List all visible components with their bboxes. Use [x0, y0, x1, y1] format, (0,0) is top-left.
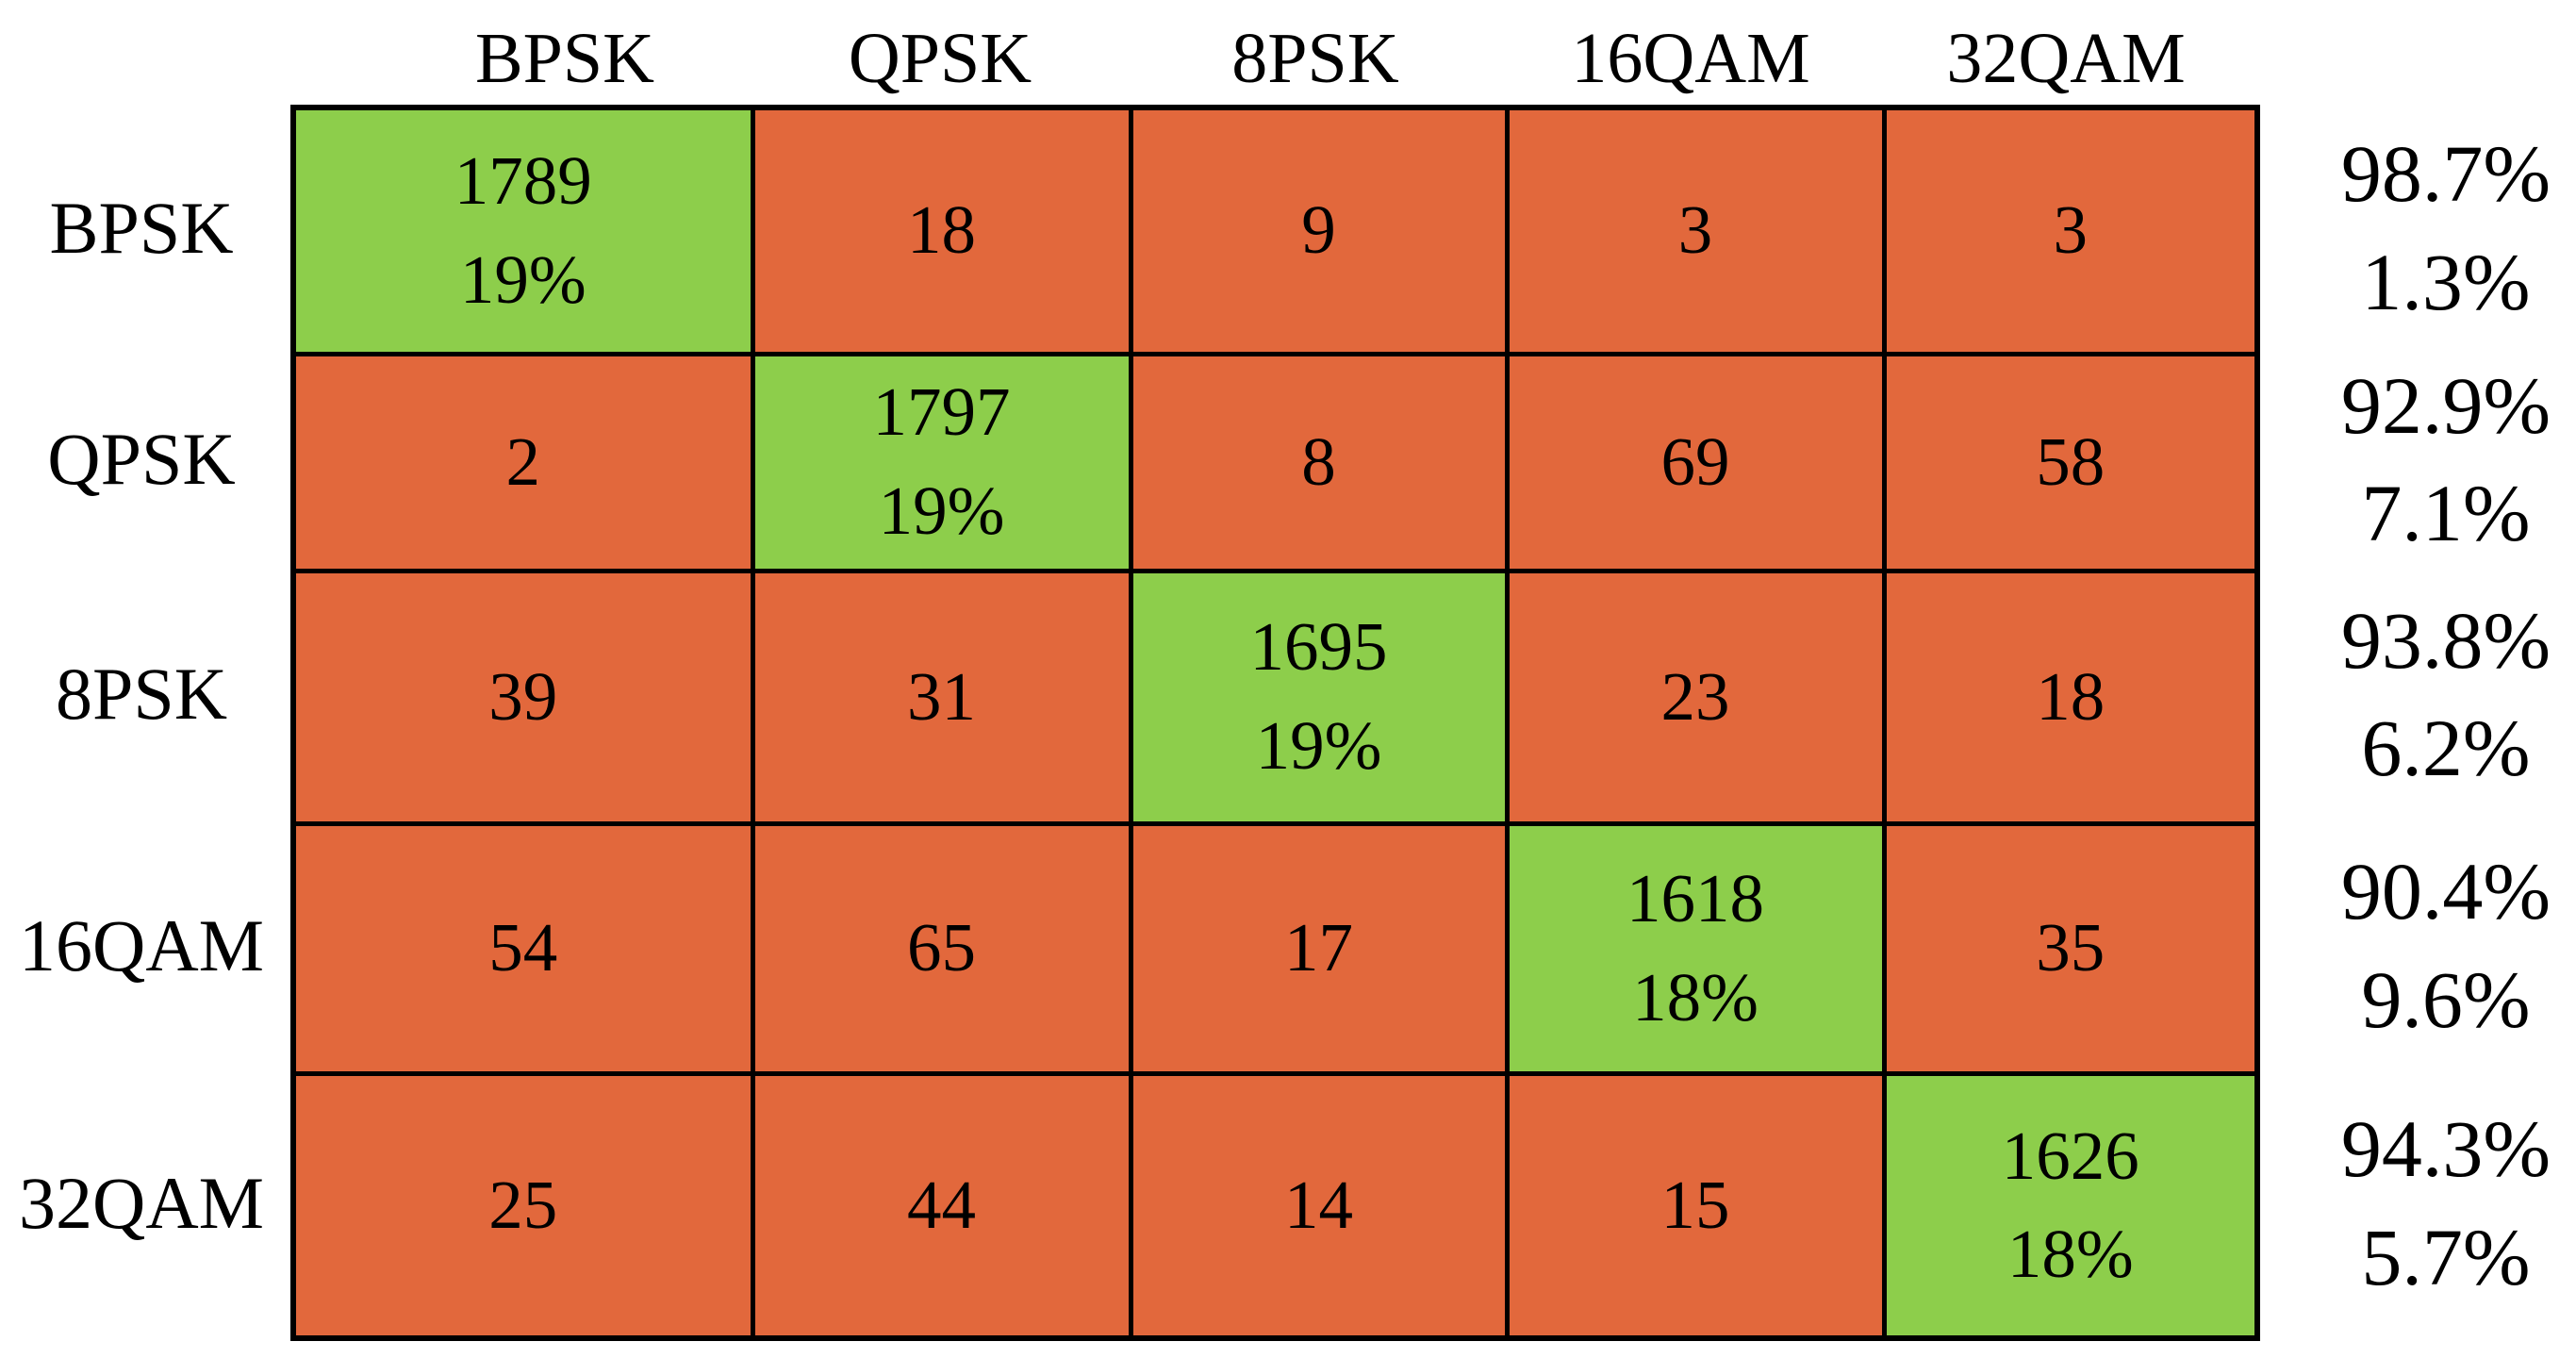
cell-count: 1626 — [2001, 1117, 2139, 1194]
error-percent: 9.6% — [2361, 953, 2531, 1045]
col-header-bpsk: BPSK — [474, 19, 655, 98]
cell-32qam-qpsk: 44 — [750, 1070, 1133, 1341]
error-percent: 6.2% — [2361, 703, 2531, 793]
row-label-bpsk: BPSK — [49, 186, 234, 269]
cell-8psk-8psk: 1695 19% — [1128, 568, 1510, 826]
cell-bpsk-qpsk: 18 — [750, 105, 1133, 356]
cell-8psk-32qam: 18 — [1881, 568, 2260, 826]
confusion-matrix-grid: 1789 19% 18 9 3 3 2 1797 19% 8 69 58 39 … — [290, 105, 2260, 1341]
cell-qpsk-bpsk: 2 — [290, 351, 755, 573]
matrix-row-bpsk: 1789 19% 18 9 3 3 — [290, 105, 2260, 356]
matrix-row-8psk: 39 31 1695 19% 23 18 — [290, 568, 2260, 826]
cell-percent: 19% — [459, 240, 586, 318]
cell-qpsk-16qam: 69 — [1504, 351, 1887, 573]
correct-percent: 94.3% — [2340, 1103, 2551, 1195]
cell-bpsk-8psk: 9 — [1128, 105, 1510, 356]
correct-percent: 93.8% — [2340, 594, 2551, 686]
column-headers: BPSK QPSK 8PSK 16QAM 32QAM — [377, 0, 2254, 105]
col-header-32qam: 32QAM — [1946, 19, 2186, 98]
row-label-qpsk: QPSK — [47, 418, 236, 500]
cell-count: 1789 — [454, 142, 592, 220]
col-header-qpsk: QPSK — [848, 19, 1032, 98]
cell-16qam-bpsk: 54 — [290, 820, 755, 1076]
col-header-16qam: 16QAM — [1571, 19, 1810, 98]
cell-16qam-8psk: 17 — [1128, 820, 1510, 1076]
cell-16qam-qpsk: 65 — [750, 820, 1133, 1076]
row-labels: BPSK QPSK 8PSK 16QAM 32QAM — [0, 105, 283, 1335]
error-percent: 5.7% — [2361, 1211, 2531, 1302]
cell-count: 1695 — [1249, 608, 1388, 686]
cell-count: 1618 — [1627, 859, 1764, 936]
cell-8psk-qpsk: 31 — [750, 568, 1133, 826]
matrix-row-16qam: 54 65 17 1618 18% 35 — [290, 820, 2260, 1076]
row-accuracy-32qam: 94.3% 5.7% — [2316, 1070, 2576, 1335]
correct-percent: 98.7% — [2340, 128, 2551, 220]
error-percent: 1.3% — [2361, 236, 2531, 327]
cell-percent: 18% — [2006, 1216, 2134, 1293]
col-header-8psk: 8PSK — [1231, 19, 1399, 98]
correct-percent: 92.9% — [2340, 359, 2551, 451]
error-percent: 7.1% — [2361, 468, 2531, 558]
row-label-32qam: 32QAM — [18, 1161, 264, 1244]
row-accuracy-8psk: 93.8% 6.2% — [2316, 568, 2576, 820]
cell-percent: 19% — [878, 472, 1005, 549]
row-accuracy-qpsk: 92.9% 7.1% — [2316, 351, 2576, 568]
row-label-8psk: 8PSK — [55, 653, 228, 735]
cell-bpsk-16qam: 3 — [1504, 105, 1887, 356]
cell-32qam-bpsk: 25 — [290, 1070, 755, 1341]
cell-32qam-16qam: 15 — [1504, 1070, 1887, 1341]
cell-qpsk-32qam: 58 — [1881, 351, 2260, 573]
row-accuracy-bpsk: 98.7% 1.3% — [2316, 105, 2576, 351]
cell-16qam-16qam: 1618 18% — [1504, 820, 1887, 1076]
row-accuracy-16qam: 90.4% 9.6% — [2316, 820, 2576, 1070]
cell-32qam-32qam: 1626 18% — [1881, 1070, 2260, 1341]
cell-bpsk-bpsk: 1789 19% — [290, 105, 755, 356]
cell-qpsk-8psk: 8 — [1128, 351, 1510, 573]
correct-percent: 90.4% — [2340, 846, 2551, 937]
cell-percent: 18% — [1632, 958, 1759, 1035]
row-label-16qam: 16QAM — [18, 903, 264, 986]
cell-16qam-32qam: 35 — [1881, 820, 2260, 1076]
row-accuracy-column: 98.7% 1.3% 92.9% 7.1% 93.8% 6.2% 90.4% 9… — [2254, 105, 2576, 1335]
matrix-row-32qam: 25 44 14 15 1626 18% — [290, 1070, 2260, 1341]
matrix-row-qpsk: 2 1797 19% 8 69 58 — [290, 351, 2260, 573]
cell-percent: 19% — [1255, 707, 1382, 784]
cell-bpsk-32qam: 3 — [1881, 105, 2260, 356]
cell-count: 1797 — [872, 373, 1011, 451]
cell-qpsk-qpsk: 1797 19% — [750, 351, 1133, 573]
cell-8psk-bpsk: 39 — [290, 568, 755, 826]
cell-8psk-16qam: 23 — [1504, 568, 1887, 826]
cell-32qam-8psk: 14 — [1128, 1070, 1510, 1341]
